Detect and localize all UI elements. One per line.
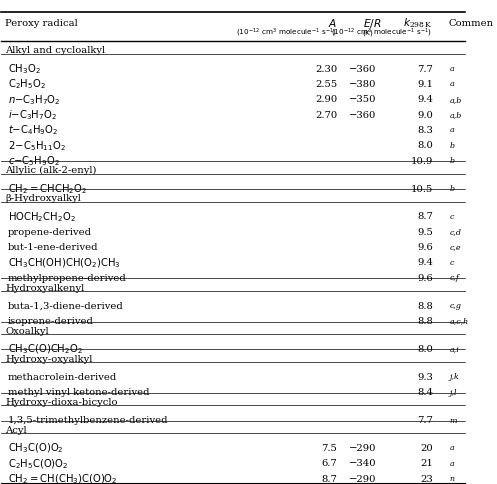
Text: b: b: [449, 157, 454, 165]
Text: 9.3: 9.3: [417, 373, 433, 382]
Text: −360: −360: [349, 110, 377, 120]
Text: 8.7: 8.7: [321, 475, 337, 484]
Text: Hydroxyalkenyl: Hydroxyalkenyl: [5, 284, 84, 292]
Text: but-1-ene-derived: but-1-ene-derived: [7, 243, 98, 252]
Text: 2.30: 2.30: [315, 64, 337, 74]
Text: propene-derived: propene-derived: [7, 228, 91, 237]
Text: Hydroxy-oxyalkyl: Hydroxy-oxyalkyl: [5, 355, 93, 363]
Text: $\mathrm{(K)}$: $\mathrm{(K)}$: [362, 28, 374, 38]
Text: Acyl: Acyl: [5, 426, 27, 435]
Text: 21: 21: [420, 459, 433, 469]
Text: $E/R$: $E/R$: [363, 16, 381, 30]
Text: β-Hydroxyalkyl: β-Hydroxyalkyl: [5, 194, 81, 203]
Text: 7.5: 7.5: [321, 444, 337, 453]
Text: 9.4: 9.4: [417, 95, 433, 104]
Text: $\mathrm{HOCH_2CH_2O_2}$: $\mathrm{HOCH_2CH_2O_2}$: [7, 210, 76, 224]
Text: $t\mathrm{-C_4H_9O_2}$: $t\mathrm{-C_4H_9O_2}$: [7, 123, 58, 137]
Text: 8.8: 8.8: [417, 317, 433, 326]
Text: a,b: a,b: [449, 96, 462, 104]
Text: 9.6: 9.6: [417, 274, 433, 283]
Text: 7.7: 7.7: [417, 64, 433, 74]
Text: $\mathrm{CH_3C(O)CH_2O_2}$: $\mathrm{CH_3C(O)CH_2O_2}$: [7, 343, 83, 356]
Text: c,d: c,d: [449, 228, 461, 236]
Text: j,k: j,k: [449, 373, 459, 381]
Text: −290: −290: [349, 475, 377, 484]
Text: b: b: [449, 142, 454, 150]
Text: 8.3: 8.3: [417, 126, 433, 135]
Text: $\mathrm{2\!-\!C_5H_{11}O_2}$: $\mathrm{2\!-\!C_5H_{11}O_2}$: [7, 139, 66, 152]
Text: 20: 20: [420, 444, 433, 453]
Text: $\mathrm{CH_3CH(OH)CH(O_2)CH_3}$: $\mathrm{CH_3CH(OH)CH(O_2)CH_3}$: [7, 256, 120, 270]
Text: 23: 23: [420, 475, 433, 484]
Text: methacrolein-derived: methacrolein-derived: [7, 373, 117, 382]
Text: $\mathrm{CH_3C(O)O_2}$: $\mathrm{CH_3C(O)O_2}$: [7, 442, 63, 455]
Text: isoprene-derived: isoprene-derived: [7, 317, 93, 326]
Text: −360: −360: [349, 64, 377, 74]
Text: 10.5: 10.5: [411, 184, 433, 194]
Text: $\mathrm{CH_3O_2}$: $\mathrm{CH_3O_2}$: [7, 62, 41, 76]
Text: a: a: [449, 80, 454, 89]
Text: 9.0: 9.0: [417, 110, 433, 120]
Text: a: a: [449, 126, 454, 135]
Text: 7.7: 7.7: [417, 416, 433, 425]
Text: −380: −380: [349, 80, 377, 89]
Text: $\mathrm{CH_2{=}CHCH_2O_2}$: $\mathrm{CH_2{=}CHCH_2O_2}$: [7, 182, 87, 196]
Text: buta-1,3-diene-derived: buta-1,3-diene-derived: [7, 302, 123, 311]
Text: Hydroxy-dioxa-bicyclo: Hydroxy-dioxa-bicyclo: [5, 398, 118, 407]
Text: 9.4: 9.4: [417, 258, 433, 268]
Text: 8.7: 8.7: [417, 212, 433, 221]
Text: a: a: [449, 65, 454, 73]
Text: c,e: c,e: [449, 243, 461, 252]
Text: $n\mathrm{-C_3H_7O_2}$: $n\mathrm{-C_3H_7O_2}$: [7, 93, 60, 106]
Text: 8.8: 8.8: [417, 302, 433, 311]
Text: −290: −290: [349, 444, 377, 453]
Text: $(10^{-12}\ \mathrm{cm^3\ molecule^{-1}\ s^{-1}})$: $(10^{-12}\ \mathrm{cm^3\ molecule^{-1}\…: [236, 27, 337, 39]
Text: 2.55: 2.55: [315, 80, 337, 89]
Text: c: c: [449, 259, 454, 267]
Text: 6.7: 6.7: [322, 459, 337, 469]
Text: a,c,h: a,c,h: [449, 318, 469, 326]
Text: Oxoalkyl: Oxoalkyl: [5, 327, 49, 336]
Text: $A$: $A$: [328, 17, 337, 29]
Text: a,b: a,b: [449, 111, 462, 119]
Text: 9.6: 9.6: [417, 243, 433, 252]
Text: methylpropene-derived: methylpropene-derived: [7, 274, 126, 283]
Text: $k_\mathregular{298\,K}$: $k_\mathregular{298\,K}$: [403, 16, 432, 30]
Text: −350: −350: [349, 95, 377, 104]
Text: 8.0: 8.0: [417, 141, 433, 150]
Text: c: c: [449, 213, 454, 221]
Text: $(10^{-12}\ \mathrm{cm^3\ molecule^{-1}\ s^{-1}})$: $(10^{-12}\ \mathrm{cm^3\ molecule^{-1}\…: [331, 27, 432, 39]
Text: 9.5: 9.5: [417, 228, 433, 237]
Text: j,l: j,l: [449, 389, 457, 397]
Text: 1,3,5-trimethylbenzene-derived: 1,3,5-trimethylbenzene-derived: [7, 416, 168, 425]
Text: $\mathrm{C_2H_5O_2}$: $\mathrm{C_2H_5O_2}$: [7, 77, 46, 91]
Text: b: b: [449, 185, 454, 193]
Text: a: a: [449, 460, 454, 468]
Text: −340: −340: [349, 459, 377, 469]
Text: 2.90: 2.90: [315, 95, 337, 104]
Text: 10.9: 10.9: [411, 157, 433, 166]
Text: n: n: [449, 475, 454, 483]
Text: a,i: a,i: [449, 346, 459, 353]
Text: 9.1: 9.1: [417, 80, 433, 89]
Text: $\mathrm{C_2H_5C(O)O_2}$: $\mathrm{C_2H_5C(O)O_2}$: [7, 457, 68, 470]
Text: $i\mathrm{-C_3H_7O_2}$: $i\mathrm{-C_3H_7O_2}$: [7, 108, 57, 122]
Text: 8.0: 8.0: [417, 345, 433, 354]
Text: Peroxy radical: Peroxy radical: [5, 18, 78, 28]
Text: c,g: c,g: [449, 302, 461, 310]
Text: 2.70: 2.70: [315, 110, 337, 120]
Text: c,f: c,f: [449, 274, 459, 282]
Text: methyl vinyl ketone-derived: methyl vinyl ketone-derived: [7, 388, 149, 397]
Text: Allylic (alk-2-enyl): Allylic (alk-2-enyl): [5, 166, 97, 175]
Text: Commen: Commen: [448, 18, 494, 28]
Text: $\mathrm{CH_2{=}CH(CH_3)C(O)O_2}$: $\mathrm{CH_2{=}CH(CH_3)C(O)O_2}$: [7, 472, 117, 484]
Text: 8.4: 8.4: [417, 388, 433, 397]
Text: $c\mathrm{-C_5H_9O_2}$: $c\mathrm{-C_5H_9O_2}$: [7, 154, 60, 168]
Text: m: m: [449, 417, 457, 424]
Text: a: a: [449, 444, 454, 453]
Text: Alkyl and cycloalkyl: Alkyl and cycloalkyl: [5, 46, 105, 55]
